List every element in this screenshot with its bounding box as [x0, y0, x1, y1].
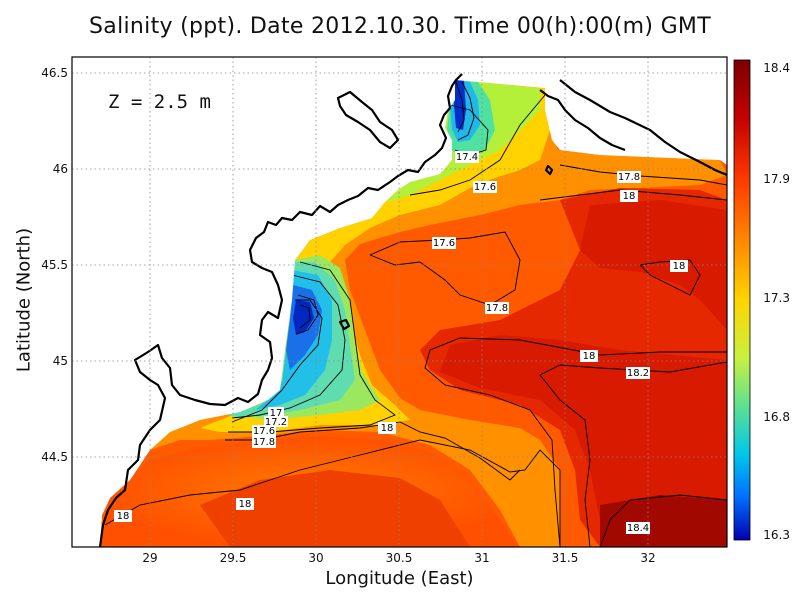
y-tick: 44.5	[41, 450, 68, 464]
colorbar: 18.4 17.9 17.3 16.8 16.3	[733, 59, 790, 542]
sea-south-red	[200, 470, 470, 547]
depth-label: Z = 2.5 m	[108, 91, 211, 113]
contour-label: 17.8	[485, 302, 509, 314]
coast-lagoon	[336, 90, 400, 150]
svg-text:18: 18	[117, 511, 130, 522]
contour-17-6	[409, 94, 546, 196]
y-axis-ticks: 46.5 46 45.5 45 44.5	[41, 66, 68, 464]
contour-label: 17.8	[617, 171, 641, 183]
x-tick: 31	[474, 551, 489, 565]
contour-18-4	[599, 494, 727, 547]
y-tick: 46	[53, 162, 68, 176]
coast-lagoon-2	[559, 79, 727, 177]
svg-text:17.8: 17.8	[486, 303, 508, 314]
grid	[72, 57, 727, 547]
contour-label: 17.2	[264, 416, 288, 428]
fresh-plume-north-core	[454, 80, 466, 130]
svg-text:17.2: 17.2	[265, 417, 287, 428]
contour-label: 17.6	[473, 181, 497, 193]
coast-islet-2	[544, 164, 554, 176]
plot-title: Salinity (ppt). Date 2012.10.30. Time 00…	[89, 14, 711, 39]
x-axis-ticks: 29 29.5 30 30.5 31 31.5 32	[142, 551, 655, 565]
colorbar-tick: 18.4	[763, 61, 790, 75]
colorbar-tick: 16.3	[763, 528, 790, 542]
contour-18-mid	[424, 337, 727, 547]
contour-label: 17	[268, 407, 284, 419]
x-tick: 31.5	[552, 551, 579, 565]
contour-label: 17.8	[252, 436, 276, 448]
x-tick: 30.5	[386, 551, 413, 565]
y-tick: 45.5	[41, 258, 68, 272]
svg-text:17.6: 17.6	[253, 426, 275, 437]
x-tick: 29.5	[220, 551, 247, 565]
svg-text:17.6: 17.6	[474, 182, 496, 193]
contour-label: 17.4	[455, 151, 479, 163]
contour-label: 18	[236, 498, 254, 510]
contour-north-core-2	[457, 81, 475, 141]
contour-label: 17.6	[252, 425, 276, 437]
x-tick: 30	[308, 551, 323, 565]
x-axis-label: Longitude (East)	[325, 568, 474, 589]
coast-gulf	[539, 89, 626, 152]
contour-label: 17.6	[432, 237, 456, 249]
coast-islet	[338, 318, 351, 331]
y-tick: 46.5	[41, 66, 68, 80]
colorbar-tick: 17.9	[763, 172, 790, 186]
coastline	[98, 73, 727, 547]
contour-17-6-west	[228, 261, 396, 433]
contour-label: 18	[114, 510, 132, 522]
contour-18-east	[639, 259, 701, 296]
contour-18-south	[104, 439, 561, 547]
colorbar-tick: 17.3	[763, 291, 790, 305]
svg-text:18: 18	[673, 261, 686, 272]
svg-text:17: 17	[270, 408, 283, 419]
contour-17-2-west	[231, 299, 323, 423]
svg-text:17.8: 17.8	[618, 172, 640, 183]
land-north-west	[72, 57, 727, 547]
svg-text:18.4: 18.4	[627, 523, 649, 534]
contour-label: 18	[378, 422, 396, 434]
contour-label-group: 17.4 17.6 17.6 17.8 17.8 17.8 18 18 18 1…	[114, 151, 688, 534]
contour-label: 18	[620, 190, 638, 202]
plot-frame	[71, 56, 728, 548]
contour-core-2	[299, 304, 311, 329]
coast-main	[98, 73, 463, 547]
contour-label: 18	[670, 260, 688, 272]
svg-text:17.8: 17.8	[253, 437, 275, 448]
x-tick: 29	[142, 551, 157, 565]
contour-label: 18.4	[626, 522, 650, 534]
svg-text:17.6: 17.6	[433, 238, 455, 249]
colorbar-scale	[733, 59, 751, 541]
svg-text:18.2: 18.2	[627, 368, 649, 379]
colorbar-tick: 16.8	[763, 410, 790, 424]
land-mask	[72, 57, 727, 547]
svg-text:18: 18	[381, 423, 394, 434]
svg-text:18: 18	[239, 499, 252, 510]
contour-label: 18.2	[626, 367, 650, 379]
svg-text:18: 18	[583, 351, 596, 362]
svg-text:18: 18	[623, 191, 636, 202]
x-tick: 32	[640, 551, 655, 565]
contour-17-8-coast	[225, 421, 521, 481]
y-tick: 45	[53, 354, 68, 368]
contour-north-core	[455, 81, 465, 133]
svg-text:17.4: 17.4	[456, 152, 478, 163]
sea-darkred-se	[600, 495, 727, 547]
contour-core-1	[295, 294, 319, 335]
sea-red-core	[440, 200, 727, 547]
contour-label: 18	[580, 350, 598, 362]
